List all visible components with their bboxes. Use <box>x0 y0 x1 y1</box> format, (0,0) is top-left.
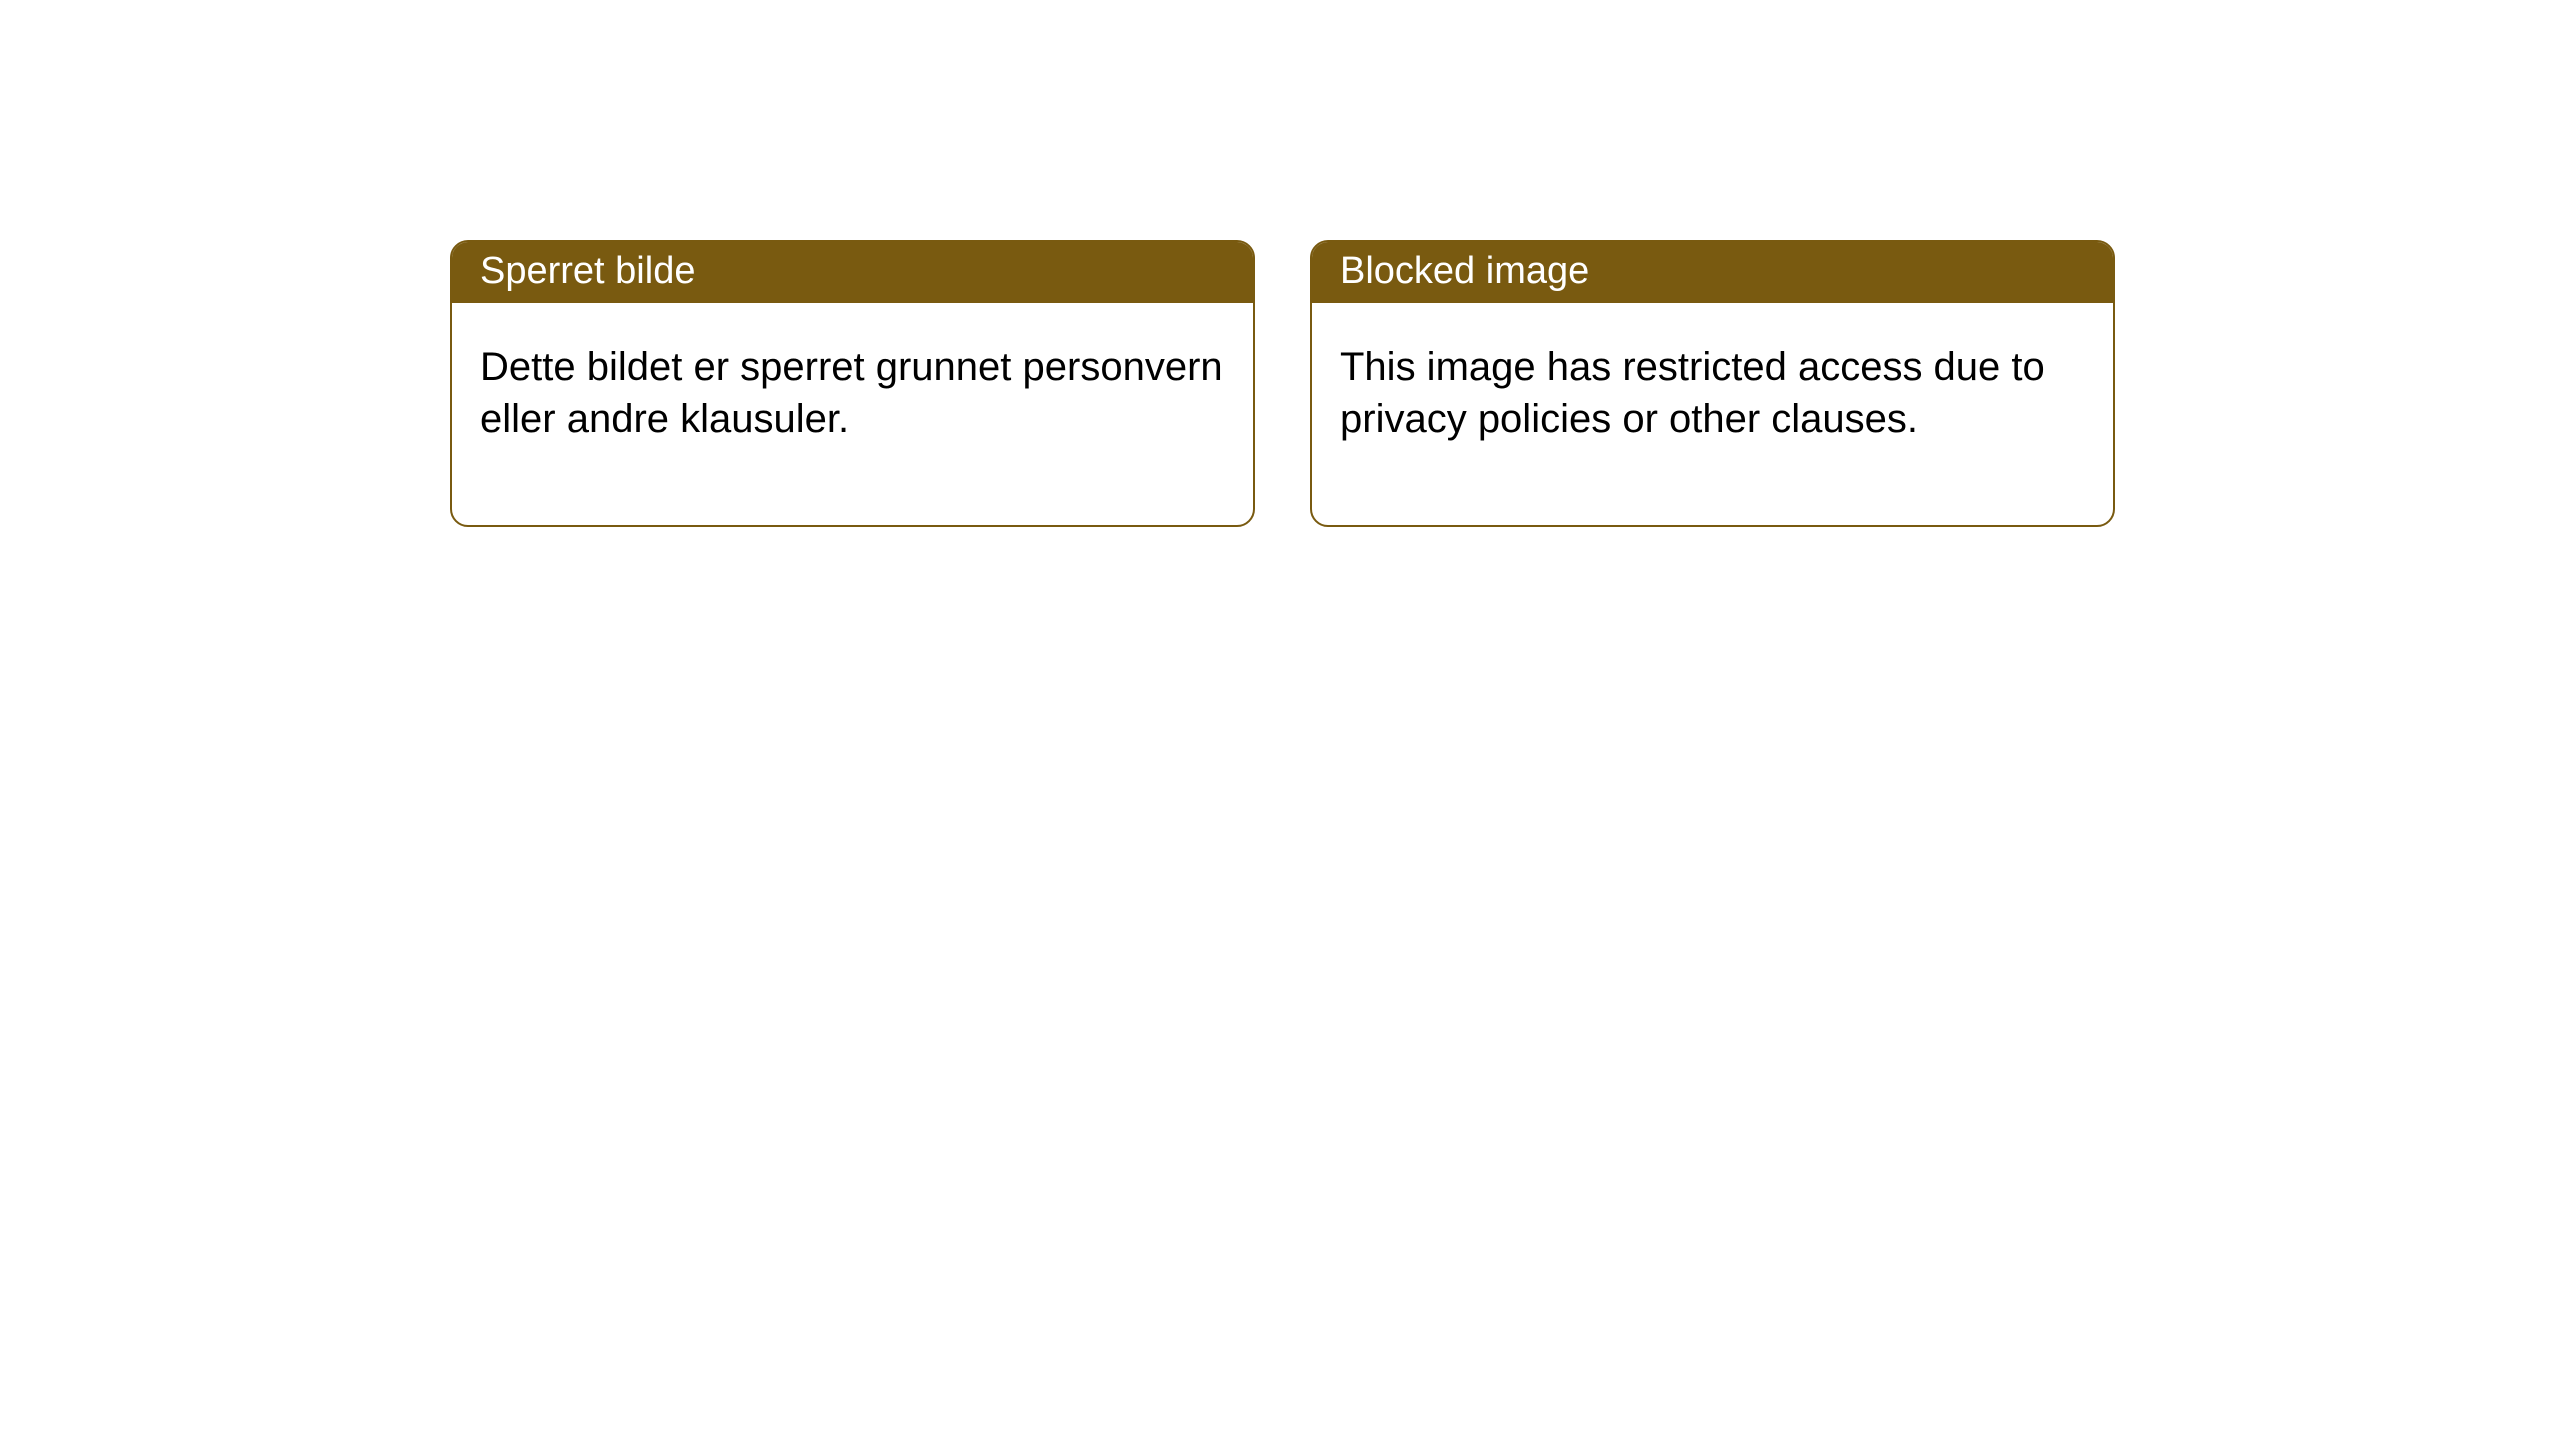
notice-message: This image has restricted access due to … <box>1340 345 2045 441</box>
notice-title: Sperret bilde <box>480 250 695 292</box>
notice-card-english: Blocked image This image has restricted … <box>1310 240 2115 527</box>
notice-title: Blocked image <box>1340 250 1589 292</box>
notice-message: Dette bildet er sperret grunnet personve… <box>480 345 1223 441</box>
notice-header: Sperret bilde <box>452 242 1253 303</box>
notice-header: Blocked image <box>1312 242 2113 303</box>
notice-body: This image has restricted access due to … <box>1312 303 2113 525</box>
notice-card-norwegian: Sperret bilde Dette bildet er sperret gr… <box>450 240 1255 527</box>
notice-body: Dette bildet er sperret grunnet personve… <box>452 303 1253 525</box>
notice-container: Sperret bilde Dette bildet er sperret gr… <box>0 0 2560 527</box>
